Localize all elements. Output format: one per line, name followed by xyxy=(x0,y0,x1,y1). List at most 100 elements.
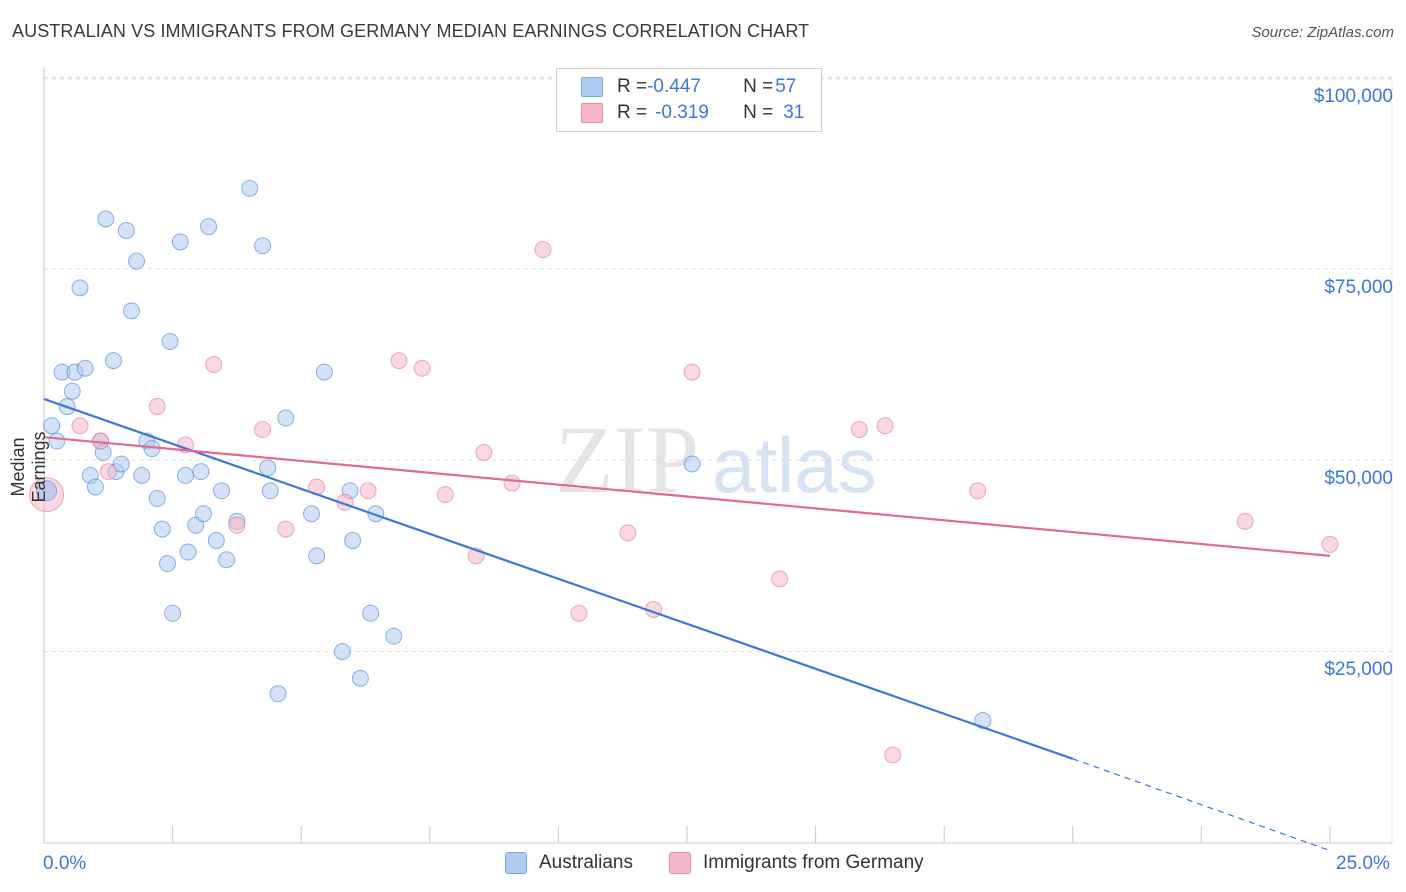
australians-point xyxy=(261,482,279,500)
germany-point xyxy=(413,359,431,377)
australians-point xyxy=(207,532,225,550)
australians-point xyxy=(192,463,210,481)
australians-point xyxy=(76,359,94,377)
australians-point xyxy=(43,417,61,435)
australians-point xyxy=(241,179,259,197)
australians-point xyxy=(71,279,89,297)
germany-point xyxy=(503,474,521,492)
australians-point xyxy=(683,455,701,473)
australians-point xyxy=(153,520,171,538)
australians-point xyxy=(148,489,166,507)
y-axis-title: Median Earnings xyxy=(8,431,49,503)
germany-point xyxy=(254,421,272,439)
australians-point xyxy=(161,332,179,350)
legend-label-germany: Immigrants from Germany xyxy=(703,852,924,873)
germany-point xyxy=(771,570,789,588)
legend-item-germany: Immigrants from Germany xyxy=(669,852,924,874)
germany-point xyxy=(876,417,894,435)
y-tick-label-100000: $100,000 xyxy=(1313,86,1393,107)
legend-row-germany: R = -0.319 N = 31 xyxy=(581,101,804,125)
r-label: R = xyxy=(617,76,648,97)
germany-point xyxy=(436,486,454,504)
n-value: 57 xyxy=(775,76,797,97)
australians-point xyxy=(367,505,385,523)
australians-point xyxy=(63,382,81,400)
series-legend: Australians Immigrants from Germany xyxy=(0,852,1406,878)
australians-point xyxy=(344,532,362,550)
r-value: -0.319 xyxy=(655,102,709,123)
germany-point xyxy=(683,363,701,381)
australians-point xyxy=(351,669,369,687)
australians-point xyxy=(269,685,287,703)
australians-point xyxy=(362,604,380,622)
y-tick-label-50000: $50,000 xyxy=(1324,468,1393,489)
australians-point xyxy=(212,482,230,500)
australians-trendline-extension xyxy=(1072,758,1331,852)
germany-point xyxy=(148,398,166,416)
australians-point xyxy=(254,237,272,255)
correlation-legend: R = -0.447 N = 57 R = -0.319 N = 31 xyxy=(556,68,822,132)
australians-point xyxy=(315,363,333,381)
r-label: R = xyxy=(617,102,648,123)
r-value: -0.447 xyxy=(647,76,701,97)
australians-point xyxy=(86,478,104,496)
watermark-zip: ZIP xyxy=(555,406,699,513)
australians-point xyxy=(218,551,236,569)
germany-point xyxy=(850,421,868,439)
legend-swatch-australians xyxy=(505,852,527,874)
australians-point xyxy=(385,627,403,645)
x-tick-label-min: 0.0% xyxy=(43,853,87,874)
n-label: N = xyxy=(743,76,774,97)
y-tick-label-75000: $75,000 xyxy=(1324,277,1393,298)
source-label: Source: ZipAtlas.com xyxy=(1251,24,1394,41)
n-label: N = xyxy=(743,102,774,123)
australians-point xyxy=(112,455,130,473)
australians-point xyxy=(117,221,135,239)
germany-trendline xyxy=(43,436,1331,557)
legend-swatch-germany xyxy=(581,103,603,123)
australians-point xyxy=(48,432,66,450)
australians-point xyxy=(176,466,194,484)
australians-point xyxy=(302,505,320,523)
australians-point xyxy=(36,480,58,502)
legend-swatch-australians xyxy=(581,77,603,97)
australians-point xyxy=(171,233,189,251)
legend-swatch-germany xyxy=(669,852,691,874)
australians-point xyxy=(104,352,122,370)
australians-point xyxy=(974,711,992,729)
germany-point xyxy=(969,482,987,500)
australians-point xyxy=(179,543,197,561)
germany-point xyxy=(534,241,552,259)
australians-point xyxy=(200,218,218,236)
germany-point xyxy=(71,417,89,435)
australians-point xyxy=(128,252,146,270)
legend-label-australians: Australians xyxy=(539,852,633,873)
chart-title: AUSTRALIAN VS IMMIGRANTS FROM GERMANY ME… xyxy=(12,21,810,41)
watermark-atlas: atlas xyxy=(712,421,877,509)
germany-point xyxy=(570,604,588,622)
germany-point xyxy=(277,520,295,538)
x-tick-label-max: 25.0% xyxy=(1336,853,1390,874)
australians-trendline xyxy=(43,397,1074,760)
germany-point xyxy=(884,746,902,764)
australians-point xyxy=(122,302,140,320)
australians-point xyxy=(333,643,351,661)
germany-point xyxy=(359,482,377,500)
australians-point xyxy=(164,604,182,622)
germany-point xyxy=(1236,512,1254,530)
australians-point xyxy=(158,555,176,573)
australians-point xyxy=(97,210,115,228)
legend-item-australians: Australians xyxy=(505,852,633,874)
germany-point xyxy=(228,516,246,534)
australians-point xyxy=(133,466,151,484)
australians-point xyxy=(259,459,277,477)
australians-point xyxy=(194,505,212,523)
germany-point xyxy=(205,355,223,373)
y-tick-label-25000: $25,000 xyxy=(1324,659,1393,680)
n-value: 31 xyxy=(783,102,805,123)
germany-point xyxy=(390,352,408,370)
germany-point xyxy=(99,463,117,481)
legend-row-australians: R = -0.447 N = 57 xyxy=(581,75,796,99)
germany-point xyxy=(1321,535,1339,553)
